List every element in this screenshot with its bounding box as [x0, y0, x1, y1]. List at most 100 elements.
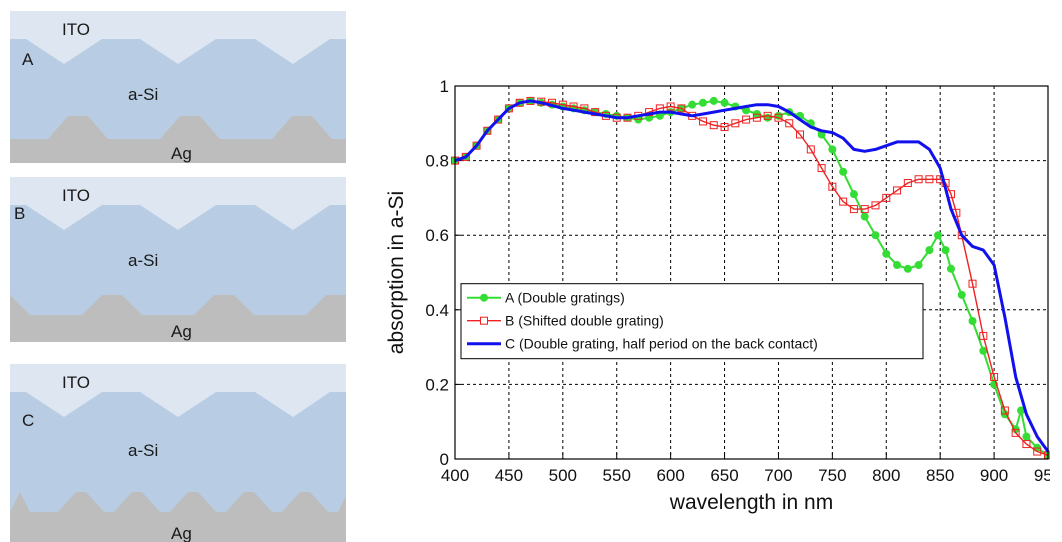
absorption-chart: 400 450 500 550 600 650 700 750 800 850 900 950 0 0.2…	[385, 77, 1050, 514]
panel-letter: C	[22, 411, 34, 430]
x-tick-label: 950	[1034, 466, 1050, 485]
data-point	[871, 201, 880, 210]
legend-item-b: B (Shifted double grating)	[467, 313, 664, 329]
data-point	[968, 316, 977, 325]
data-point	[957, 290, 966, 299]
ag-label: Ag	[171, 144, 192, 163]
grid	[454, 85, 1049, 460]
ag-layer	[10, 116, 346, 163]
y-tick-label: 0	[440, 450, 449, 469]
data-point	[763, 111, 772, 120]
panel-a-diagram: ITO A a-Si Ag	[10, 11, 346, 163]
ito-label: ITO	[62, 20, 90, 39]
data-point	[677, 104, 686, 113]
data-point	[504, 104, 513, 113]
data-point	[688, 100, 697, 109]
series-b	[451, 96, 1050, 460]
asi-label: a-Si	[128, 441, 158, 460]
series-line	[454, 99, 1049, 457]
legend-box	[460, 283, 924, 360]
data-point	[1011, 428, 1020, 437]
data-point	[785, 119, 794, 128]
data-point	[698, 117, 707, 126]
x-tick-label: 400	[441, 466, 469, 485]
x-tick-label: 450	[495, 466, 523, 485]
series-c	[454, 99, 1050, 453]
data-point	[731, 119, 740, 128]
series-line	[454, 99, 1050, 453]
asi-label: a-Si	[128, 85, 158, 104]
data-point	[871, 231, 880, 240]
legend-label: B (Shifted double grating)	[505, 313, 664, 329]
data-point	[979, 346, 988, 355]
panel-letter: A	[22, 50, 34, 69]
x-tick-label: 650	[710, 466, 738, 485]
data-point	[796, 130, 805, 139]
data-point	[941, 246, 950, 255]
cross-section-panel-b: ITO B a-Si Ag	[10, 177, 346, 342]
data-point	[472, 141, 481, 150]
data-point	[666, 102, 675, 111]
panel-letter: B	[14, 204, 25, 223]
data-point	[882, 193, 891, 202]
legend-item-c: C (Double grating, half period on the ba…	[467, 336, 818, 352]
legend-item-a: A (Double gratings)	[467, 290, 625, 306]
ito-label: ITO	[62, 373, 90, 392]
legend-marker	[480, 293, 488, 302]
cross-section-panel-c: ITO C a-Si Ag	[10, 364, 346, 542]
data-point	[709, 121, 718, 130]
data-point	[839, 167, 848, 176]
y-tick-label: 0.8	[425, 152, 449, 171]
y-tick-label: 1	[440, 77, 449, 96]
data-point	[720, 123, 729, 132]
data-point	[934, 231, 943, 240]
x-tick-label: 600	[656, 466, 684, 485]
x-axis-label: wavelength in nm	[669, 491, 833, 514]
tick-labels: 400 450 500 550 600 650 700 750 800 850 900 950 0 0.2…	[425, 77, 1050, 485]
data-point	[925, 246, 934, 255]
data-point	[968, 279, 977, 288]
data-point	[925, 175, 934, 184]
data-point	[742, 115, 751, 124]
data-point	[893, 261, 902, 270]
x-tick-label: 900	[980, 466, 1008, 485]
data-point	[1033, 447, 1042, 456]
ag-label: Ag	[171, 322, 192, 341]
x-tick-label: 800	[872, 466, 900, 485]
x-tick-label: 750	[818, 466, 846, 485]
data-point	[709, 96, 718, 105]
data-point	[817, 164, 826, 173]
data-point	[860, 205, 869, 214]
data-point	[860, 212, 869, 221]
series-a	[451, 96, 1050, 460]
data-point	[720, 98, 729, 107]
plot-frame	[454, 85, 1049, 460]
data-point	[839, 197, 848, 206]
data-point	[914, 261, 923, 270]
data-point	[828, 145, 837, 154]
legend-label: C (Double grating, half period on the ba…	[505, 336, 818, 352]
legend-label: A (Double gratings)	[505, 290, 625, 306]
y-tick-label: 0.2	[425, 375, 449, 394]
y-tick-label: 0.6	[425, 226, 449, 245]
legend: A (Double gratings) B (Shifted double gra…	[460, 283, 924, 360]
data-point	[483, 126, 492, 135]
data-point	[903, 178, 912, 187]
data-point	[1022, 440, 1031, 449]
panel-c-diagram: ITO C a-Si Ag	[10, 364, 346, 542]
legend-marker	[480, 316, 488, 325]
data-point	[806, 145, 815, 154]
data-point	[914, 175, 923, 184]
ag-layer	[10, 295, 346, 342]
y-tick-label: 0.4	[425, 301, 449, 320]
data-point	[849, 190, 858, 199]
data-point	[903, 264, 912, 273]
data-point	[494, 115, 503, 124]
y-axis-label: absorption in a-Si	[385, 191, 408, 354]
ag-label: Ag	[171, 524, 192, 542]
cross-section-panel-a: ITO A a-Si Ag	[10, 11, 346, 163]
data-point	[979, 331, 988, 340]
data-point	[893, 186, 902, 195]
data-point	[752, 113, 761, 122]
data-point	[882, 249, 891, 258]
